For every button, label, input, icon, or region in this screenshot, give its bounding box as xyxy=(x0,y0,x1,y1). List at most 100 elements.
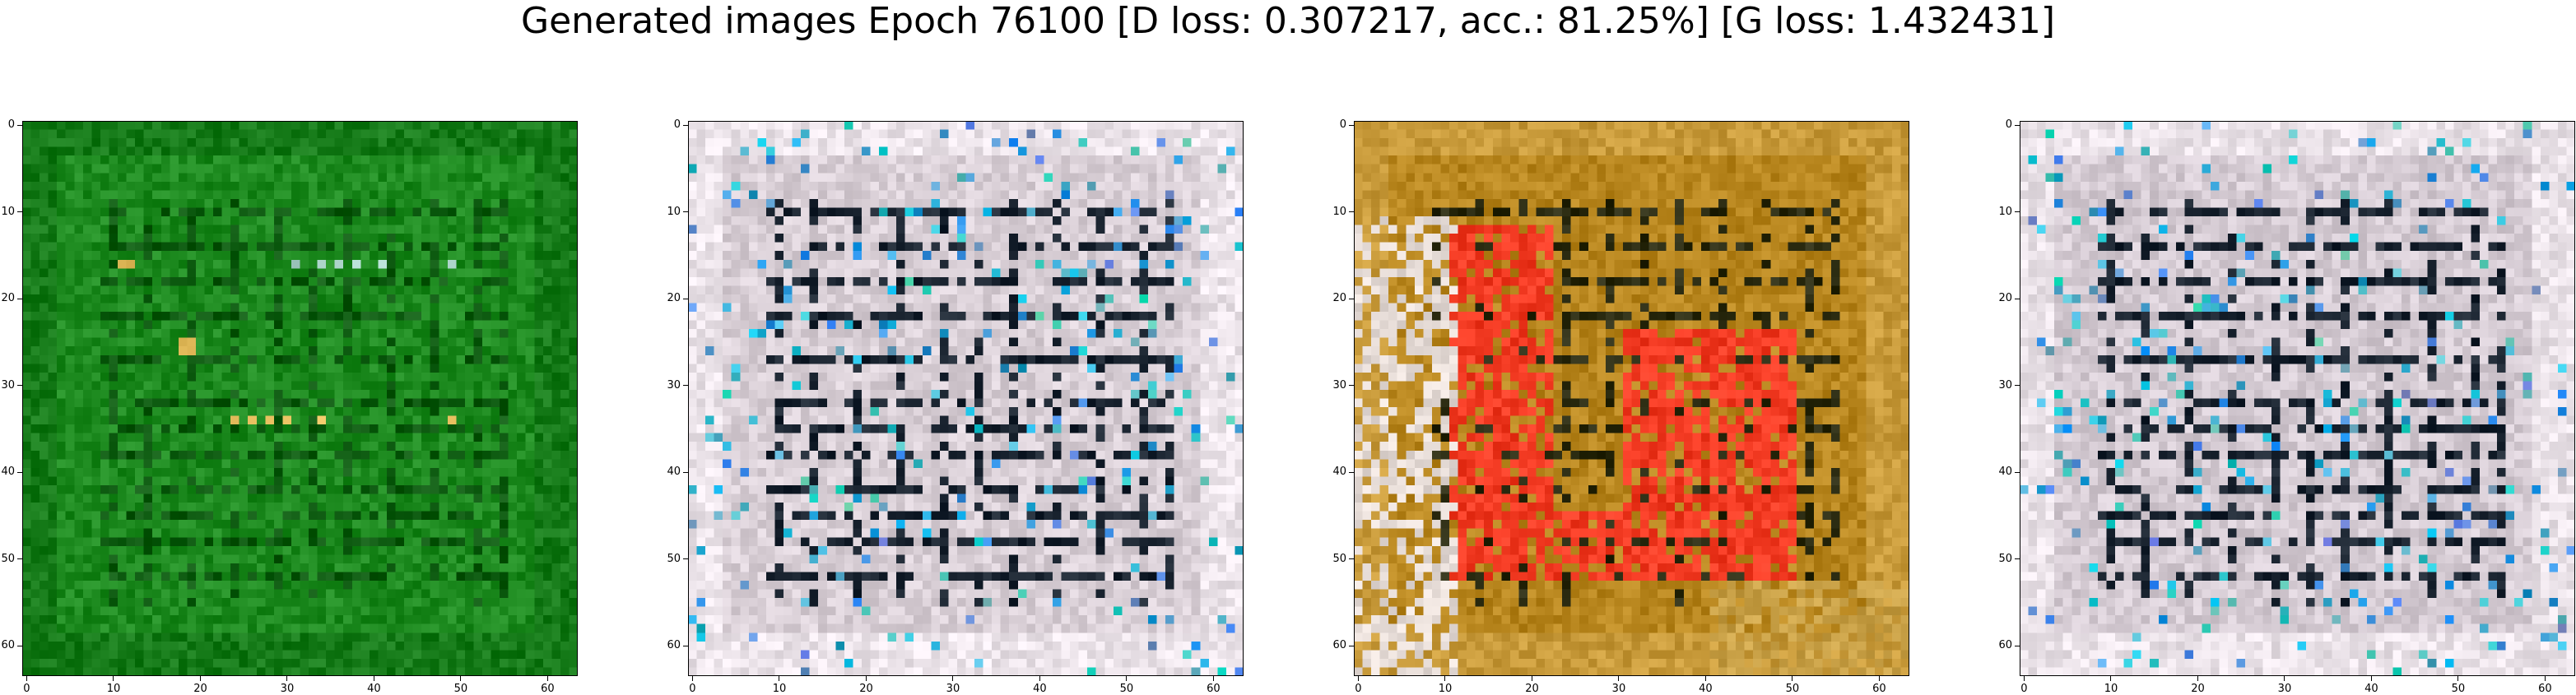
x-tick-label: 30 xyxy=(1611,683,1626,695)
x-tick-label: 50 xyxy=(2451,683,2466,695)
x-tick-label: 20 xyxy=(1525,683,1539,695)
y-tick-mark xyxy=(683,211,688,213)
y-tick-label: 50 xyxy=(667,552,681,565)
x-tick-mark xyxy=(2457,676,2459,681)
y-tick-label: 0 xyxy=(673,118,681,132)
y-tick-label: 0 xyxy=(2005,118,2012,132)
figure-title: Generated images Epoch 76100 [D loss: 0.… xyxy=(520,0,2056,42)
x-tick-label: 60 xyxy=(1872,683,1886,695)
x-tick-label: 50 xyxy=(453,683,468,695)
x-tick-label: 0 xyxy=(23,683,30,695)
sample-4-panel: 0 0 10 10 20 20 30 30 40 40 50 50 60 60 xyxy=(1998,119,2575,695)
x-tick-label: 60 xyxy=(1207,683,1221,695)
x-tick-label: 20 xyxy=(859,683,873,695)
x-tick-mark xyxy=(26,676,27,681)
x-tick-label: 40 xyxy=(1033,683,1047,695)
x-tick-mark xyxy=(2197,676,2198,681)
x-tick-label: 40 xyxy=(367,683,381,695)
x-tick-label: 10 xyxy=(1438,683,1453,695)
y-tick-mark xyxy=(1349,211,1354,213)
x-tick-label: 40 xyxy=(2364,683,2378,695)
y-tick-mark xyxy=(683,558,688,560)
y-tick-label: 10 xyxy=(667,205,681,218)
sample-1-image xyxy=(22,121,578,676)
x-tick-mark xyxy=(2110,676,2112,681)
y-tick-label: 50 xyxy=(1998,552,2012,565)
y-tick-mark xyxy=(2015,211,2020,213)
y-tick-label: 60 xyxy=(1998,639,2012,652)
y-tick-label: 40 xyxy=(1,466,15,479)
x-tick-label: 0 xyxy=(689,683,696,695)
x-tick-mark xyxy=(1444,676,1446,681)
x-tick-label: 0 xyxy=(1355,683,1362,695)
y-tick-mark xyxy=(17,385,22,387)
y-tick-label: 60 xyxy=(1,639,15,652)
y-tick-label: 50 xyxy=(1332,552,1346,565)
y-tick-mark xyxy=(1349,558,1354,560)
y-tick-mark xyxy=(2015,385,2020,387)
x-tick-mark xyxy=(2284,676,2285,681)
x-tick-mark xyxy=(1878,676,1880,681)
y-tick-label: 30 xyxy=(667,378,681,392)
y-tick-label: 0 xyxy=(7,118,15,132)
y-tick-mark xyxy=(2015,558,2020,560)
x-tick-label: 0 xyxy=(2020,683,2028,695)
x-tick-mark xyxy=(113,676,114,681)
x-tick-mark xyxy=(1212,676,1214,681)
y-tick-label: 20 xyxy=(1,292,15,305)
y-tick-label: 10 xyxy=(1332,205,1346,218)
x-tick-label: 40 xyxy=(1699,683,1713,695)
y-tick-mark xyxy=(17,124,22,126)
sample-3-panel: 0 0 10 10 20 20 30 30 40 40 50 50 60 60 xyxy=(1332,119,1909,695)
x-tick-label: 50 xyxy=(1785,683,1800,695)
y-tick-label: 0 xyxy=(1339,118,1346,132)
y-tick-mark xyxy=(1349,385,1354,387)
x-tick-mark xyxy=(460,676,462,681)
sample-2-panel: 0 0 10 10 20 20 30 30 40 40 50 50 60 60 xyxy=(667,119,1244,695)
x-tick-label: 20 xyxy=(193,683,207,695)
x-tick-label: 50 xyxy=(1119,683,1134,695)
y-tick-label: 60 xyxy=(1332,639,1346,652)
x-tick-label: 30 xyxy=(946,683,960,695)
x-tick-label: 10 xyxy=(2104,683,2118,695)
x-tick-mark xyxy=(199,676,201,681)
x-tick-mark xyxy=(1618,676,1620,681)
y-tick-mark xyxy=(683,471,688,473)
y-tick-label: 20 xyxy=(1998,292,2012,305)
y-tick-label: 40 xyxy=(1998,466,2012,479)
x-tick-label: 30 xyxy=(2277,683,2292,695)
sample-2-image xyxy=(688,121,1244,676)
y-tick-label: 20 xyxy=(667,292,681,305)
y-tick-label: 40 xyxy=(1332,466,1346,479)
y-tick-label: 30 xyxy=(1998,378,2012,392)
x-tick-mark xyxy=(1704,676,1706,681)
x-tick-label: 60 xyxy=(2538,683,2552,695)
y-tick-mark xyxy=(683,385,688,387)
y-tick-mark xyxy=(1349,471,1354,473)
y-tick-mark xyxy=(17,211,22,213)
y-tick-mark xyxy=(683,124,688,126)
x-tick-mark xyxy=(865,676,867,681)
x-tick-label: 60 xyxy=(541,683,555,695)
y-tick-mark xyxy=(1349,124,1354,126)
x-tick-mark xyxy=(1357,676,1359,681)
x-tick-label: 10 xyxy=(106,683,121,695)
sample-1-panel: 0 0 10 10 20 20 30 30 40 40 50 50 60 60 xyxy=(1,119,578,695)
sample-4-image xyxy=(2020,121,2575,676)
y-tick-label: 20 xyxy=(1332,292,1346,305)
y-tick-label: 50 xyxy=(1,552,15,565)
y-tick-mark xyxy=(17,558,22,560)
x-tick-label: 30 xyxy=(280,683,295,695)
x-tick-mark xyxy=(2370,676,2372,681)
y-tick-label: 40 xyxy=(667,466,681,479)
y-tick-label: 10 xyxy=(1,205,15,218)
y-tick-label: 30 xyxy=(1,378,15,392)
y-tick-label: 10 xyxy=(1998,205,2012,218)
x-tick-mark xyxy=(952,676,954,681)
x-tick-label: 10 xyxy=(772,683,787,695)
y-tick-mark xyxy=(2015,124,2020,126)
y-tick-label: 30 xyxy=(1332,378,1346,392)
x-tick-mark xyxy=(2544,676,2546,681)
y-tick-label: 60 xyxy=(667,639,681,652)
y-tick-mark xyxy=(2015,471,2020,473)
